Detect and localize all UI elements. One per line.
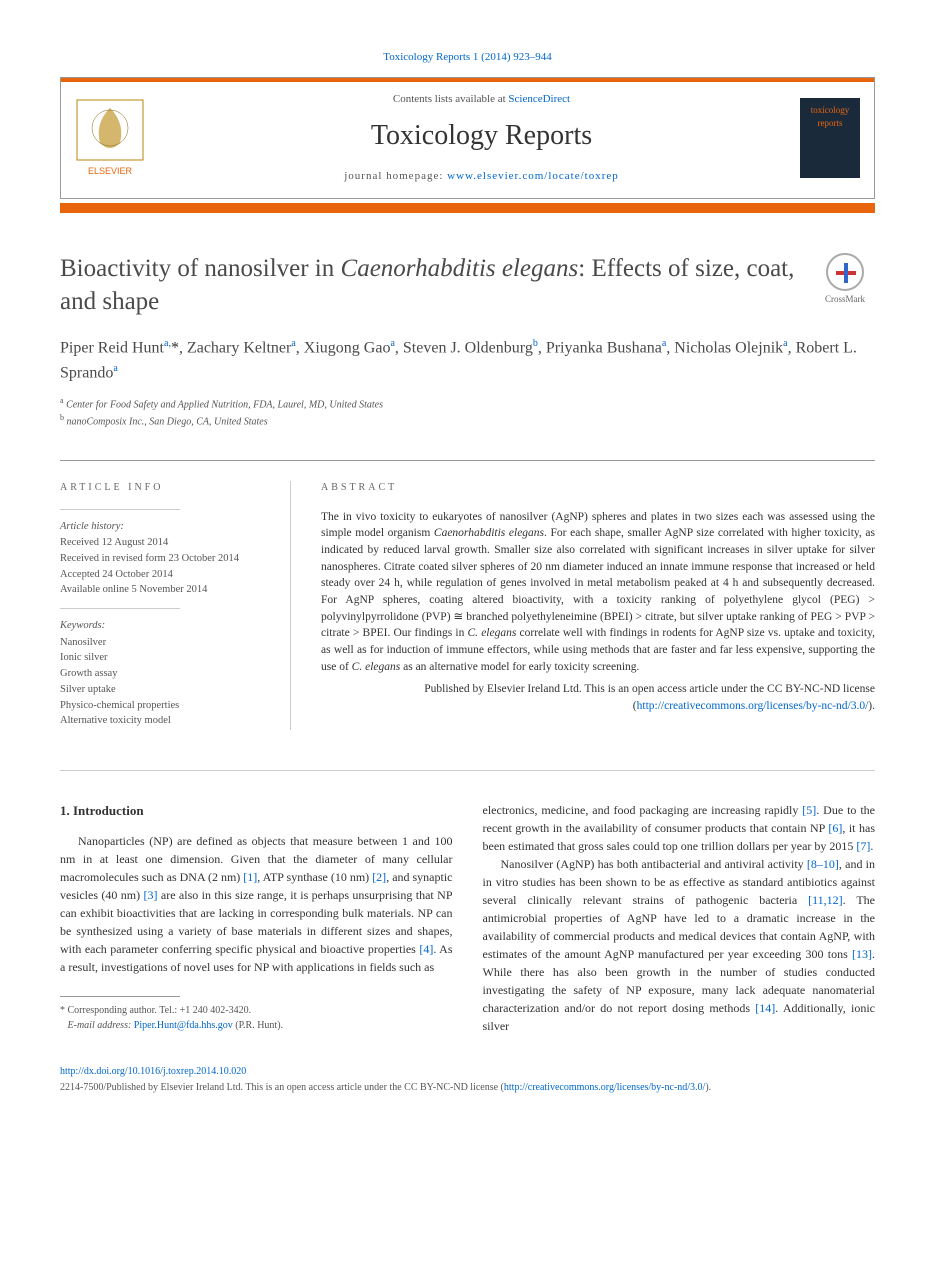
crossmark-badge[interactable]: CrossMark [815,253,875,306]
citation-link[interactable]: [4] [419,942,433,956]
section-divider [60,770,875,771]
citation-link[interactable]: [11,12] [808,893,843,907]
intro-para-1: Nanoparticles (NP) are defined as object… [60,832,453,976]
citation-link[interactable]: [2] [372,870,386,884]
abstract-label: abstract [321,481,875,495]
license-link[interactable]: http://creativecommons.org/licenses/by-n… [637,700,869,712]
license-text: Published by Elsevier Ireland Ltd. This … [321,681,875,714]
journal-header: ELSEVIER Contents lists available at Sci… [60,77,875,199]
citation-link[interactable]: [8–10] [807,857,839,871]
contents-list-line: Contents lists available at ScienceDirec… [163,92,800,107]
citation-link[interactable]: [7] [856,839,870,853]
sciencedirect-link[interactable]: ScienceDirect [508,93,570,105]
article-info-column: article info Article history: Received 1… [60,481,290,730]
article-info-label: article info [60,481,260,495]
corresponding-author-footnote: * Corresponding author. Tel.: +1 240 402… [60,1003,453,1033]
body-right-column: electronics, medicine, and food packagin… [483,801,876,1035]
keyword: Ionic silver [60,651,260,666]
keyword: Physico-chemical properties [60,699,260,714]
homepage-link[interactable]: www.elsevier.com/locate/toxrep [447,170,619,182]
journal-title: Toxicology Reports [163,116,800,155]
svg-text:ELSEVIER: ELSEVIER [88,166,133,176]
crossmark-icon [826,253,864,291]
journal-homepage: journal homepage: www.elsevier.com/locat… [163,169,800,184]
body-left-column: 1. Introduction Nanoparticles (NP) are d… [60,801,453,1035]
author-list: Piper Reid Hunta,*, Zachary Keltnera, Xi… [60,336,875,385]
header-bottom-rule [60,203,875,213]
abstract-column: abstract The in vivo toxicity to eukaryo… [290,481,875,730]
citation-link[interactable]: [13] [852,947,872,961]
body-two-column: 1. Introduction Nanoparticles (NP) are d… [60,801,875,1035]
footnote-rule [60,996,180,997]
affiliations: a Center for Food Safety and Applied Nut… [60,395,875,430]
copyright-line: 2214-7500/Published by Elsevier Ireland … [60,1081,875,1095]
abstract-text: The in vivo toxicity to eukaryotes of na… [321,509,875,676]
keyword: Growth assay [60,667,260,682]
citation-link[interactable]: [3] [144,888,158,902]
keyword: Alternative toxicity model [60,714,260,729]
citation-link[interactable]: [14] [755,1001,775,1015]
section-heading: 1. Introduction [60,801,453,821]
keyword: Nanosilver [60,636,260,651]
citation-link[interactable]: [6] [828,821,842,835]
citation-link[interactable]: [5] [802,803,816,817]
keyword: Silver uptake [60,683,260,698]
article-title: Bioactivity of nanosilver in Caenorhabdi… [60,253,795,318]
doi-link[interactable]: http://dx.doi.org/10.1016/j.toxrep.2014.… [60,1065,875,1079]
elsevier-logo: ELSEVIER [75,98,145,178]
journal-cover-thumbnail: toxicology reports [800,98,860,178]
intro-para-2: Nanosilver (AgNP) has both antibacterial… [483,855,876,1035]
citation-link[interactable]: [1] [243,870,257,884]
citation-header: Toxicology Reports 1 (2014) 923–944 [60,50,875,65]
copyright-license-link[interactable]: http://creativecommons.org/licenses/by-n… [504,1082,705,1093]
author-email-link[interactable]: Piper.Hunt@fda.hhs.gov [134,1020,233,1031]
intro-para-1-cont: electronics, medicine, and food packagin… [483,801,876,855]
